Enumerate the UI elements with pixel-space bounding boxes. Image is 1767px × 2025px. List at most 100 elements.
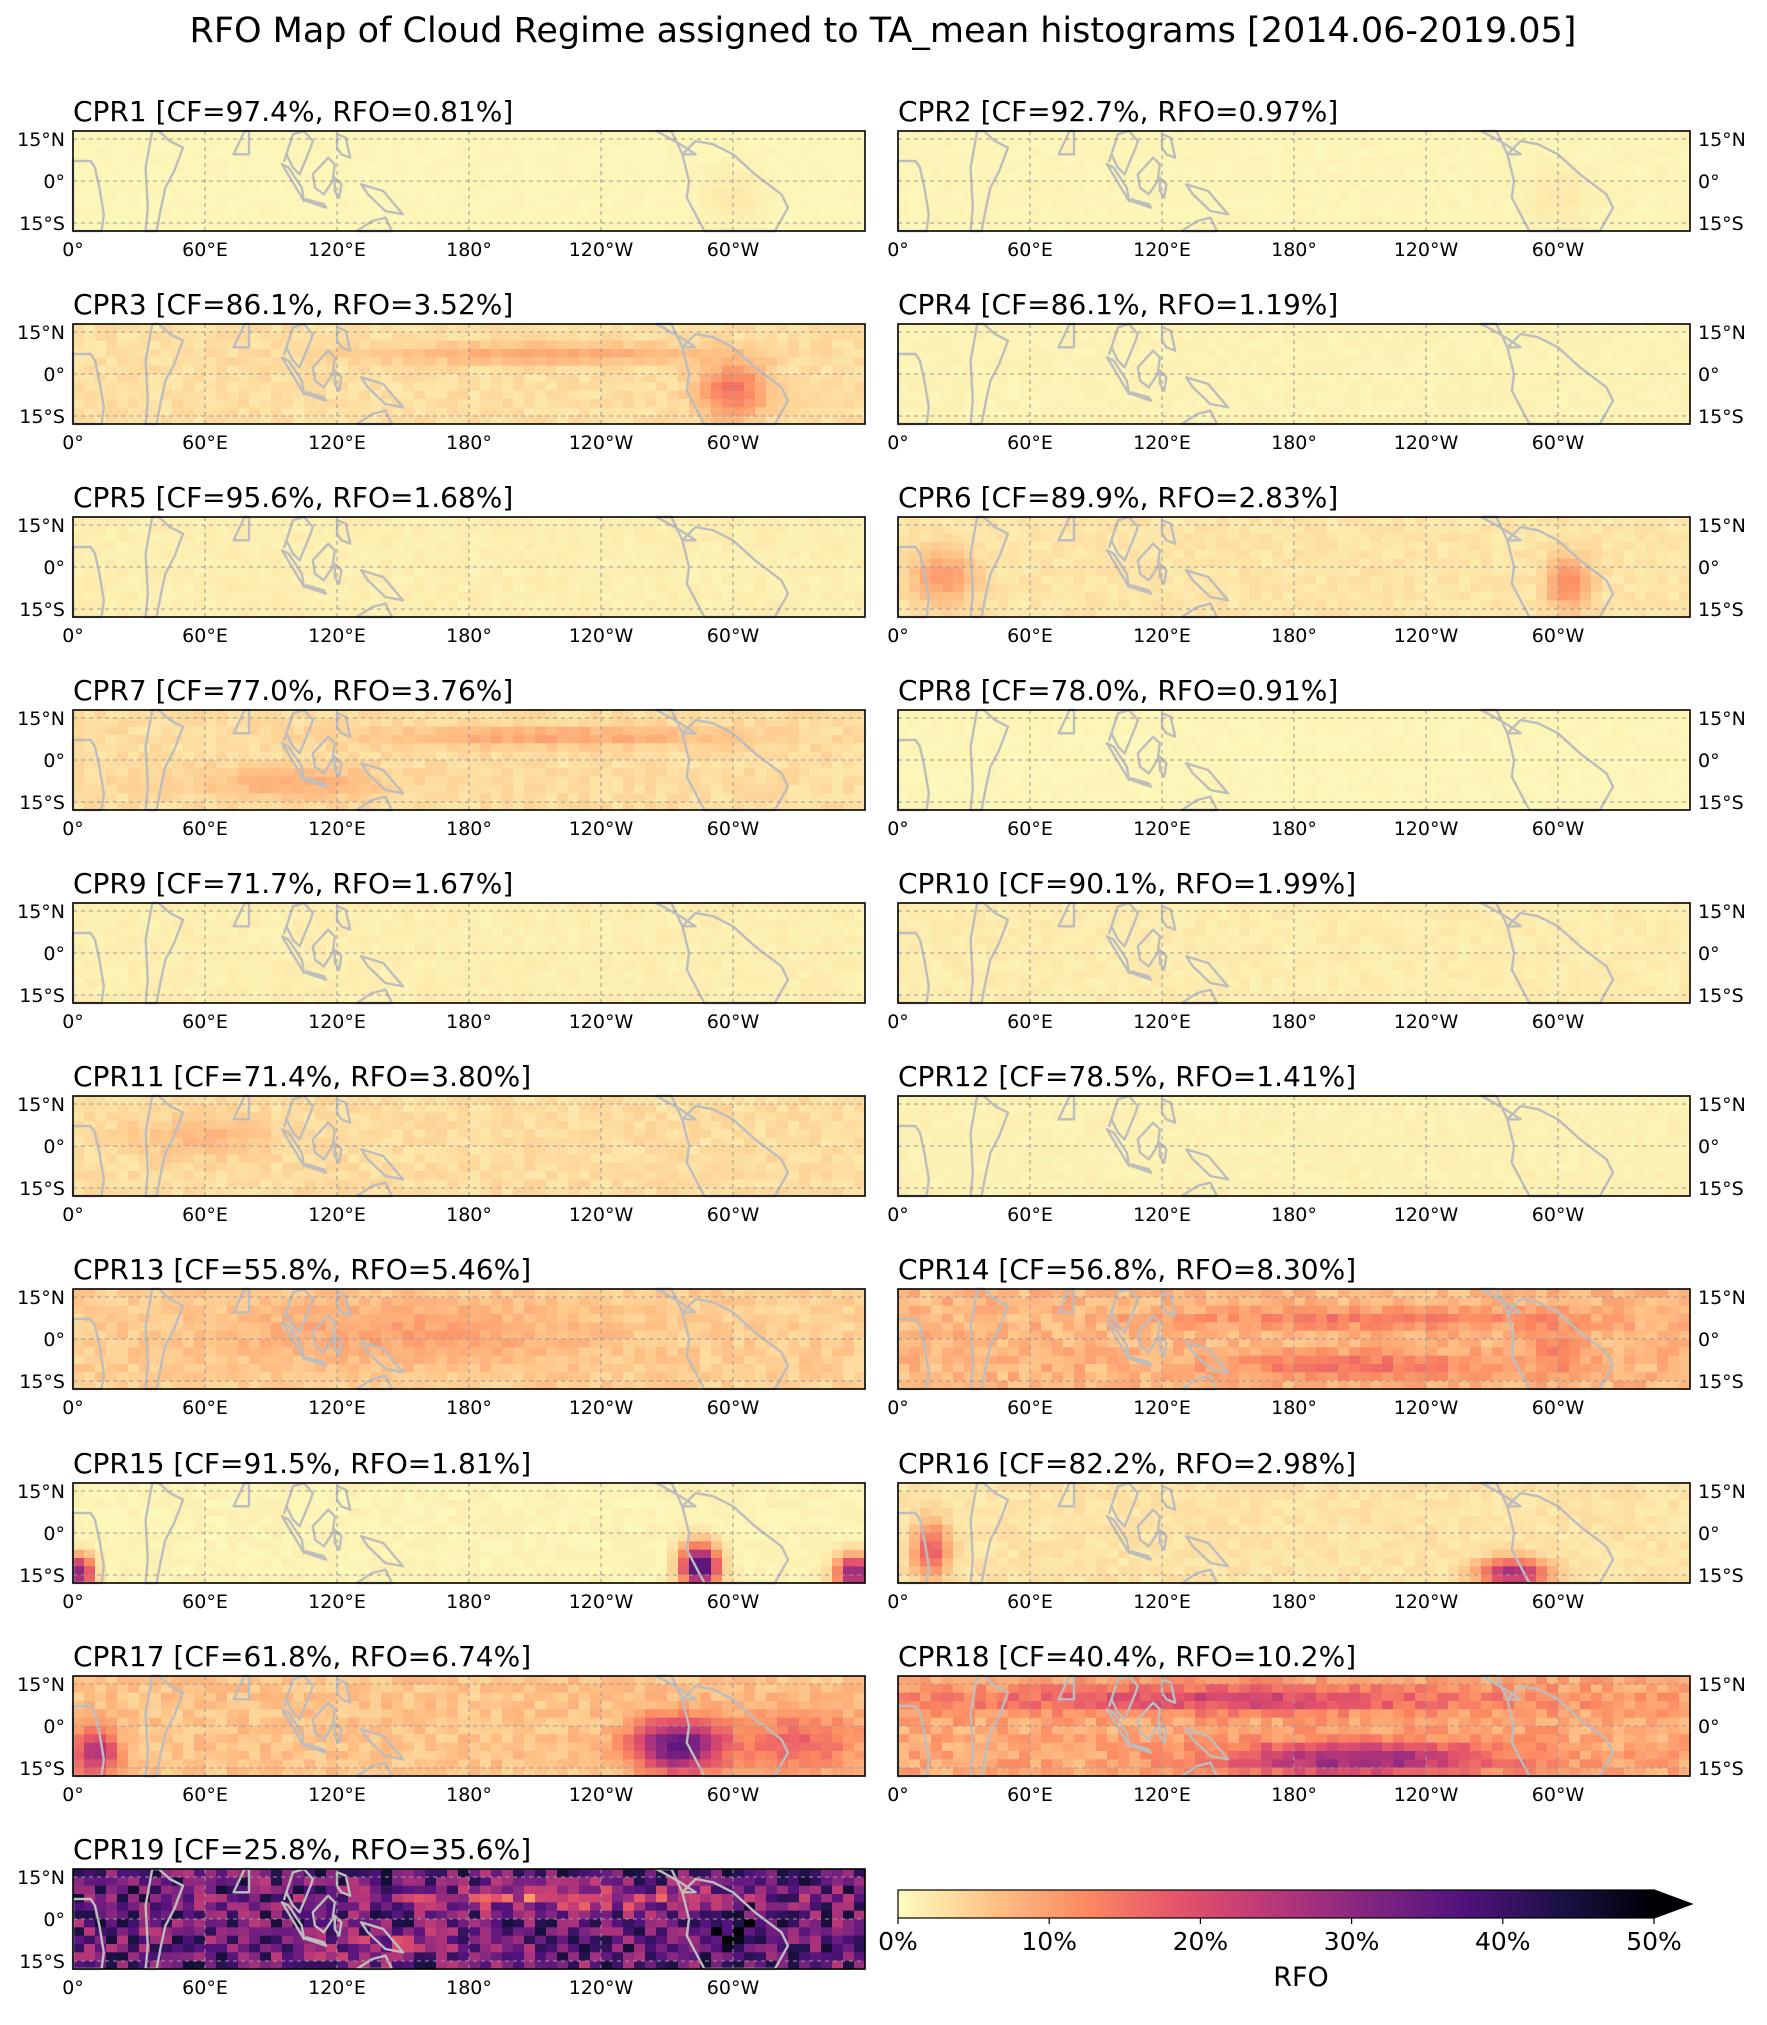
heatmap-cell	[612, 147, 624, 157]
heatmap-cell	[1129, 139, 1141, 149]
heatmap-cell	[348, 164, 360, 174]
heatmap-cell	[1470, 567, 1482, 576]
heatmap-cell	[1129, 382, 1141, 392]
heatmap-cell	[73, 583, 85, 593]
heatmap-cell	[931, 558, 943, 568]
heatmap-cell	[194, 583, 206, 593]
heatmap-cell	[1096, 390, 1108, 400]
heatmap-cell	[1404, 214, 1416, 224]
x-tick-label: 120°W	[1394, 432, 1459, 454]
heatmap-cell	[623, 340, 635, 350]
heatmap-cell	[1503, 172, 1515, 182]
heatmap-cell	[535, 131, 547, 140]
heatmap-cell	[1635, 365, 1647, 375]
heatmap-cell	[1547, 407, 1559, 417]
heatmap-cell	[1393, 374, 1405, 383]
heatmap-cell	[447, 206, 459, 215]
coastline-shape	[1184, 183, 1230, 216]
heatmap-cell	[909, 525, 921, 535]
heatmap-cell	[458, 156, 470, 165]
heatmap-cell	[1272, 374, 1284, 383]
heatmap-cell	[612, 382, 624, 392]
heatmap-cell	[535, 600, 547, 610]
heatmap-cell	[777, 357, 789, 367]
heatmap-cell	[920, 147, 932, 157]
heatmap-cell	[1019, 156, 1031, 165]
heatmap-cell	[1426, 415, 1438, 425]
heatmap-cell	[1437, 357, 1449, 367]
heatmap-cell	[667, 222, 679, 232]
heatmap-cell	[1228, 349, 1240, 358]
heatmap-cell	[843, 172, 855, 182]
heatmap-cell	[1437, 365, 1449, 375]
heatmap-cell	[733, 399, 745, 408]
heatmap-cell	[1041, 340, 1053, 350]
heatmap-cell	[491, 575, 503, 585]
heatmap-cell	[1492, 189, 1504, 199]
heatmap-cell	[73, 550, 85, 560]
heatmap-cell	[1624, 164, 1636, 174]
heatmap-cell	[579, 517, 591, 526]
heatmap-cell	[1591, 399, 1603, 408]
heatmap-cell	[1481, 533, 1493, 543]
heatmap-cell	[1184, 382, 1196, 392]
heatmap-cell	[238, 164, 250, 174]
heatmap-cell	[1602, 324, 1614, 333]
heatmap-cell	[733, 131, 745, 140]
heatmap-cell	[95, 415, 107, 425]
heatmap-cell	[1657, 214, 1669, 224]
heatmap-cell	[1393, 407, 1405, 417]
heatmap-cell	[1525, 533, 1537, 543]
heatmap-cell	[1360, 340, 1372, 350]
heatmap-cell	[95, 340, 107, 350]
heatmap-cell	[535, 214, 547, 224]
heatmap-cell	[1547, 172, 1559, 182]
heatmap-cell	[1448, 172, 1460, 182]
heatmap-cell	[1679, 390, 1691, 400]
heatmap-cell	[1349, 349, 1361, 358]
heatmap-cell	[238, 525, 250, 535]
heatmap-cell	[1107, 139, 1119, 149]
heatmap-cell	[227, 357, 239, 367]
heatmap-cell	[755, 147, 767, 157]
heatmap-cell	[1008, 156, 1020, 165]
x-tick-label: 0°	[62, 625, 84, 647]
heatmap-cell	[1349, 324, 1361, 333]
heatmap-cell	[524, 147, 536, 157]
heatmap-cell	[557, 558, 569, 568]
heatmap-cell	[546, 517, 558, 526]
heatmap-cell	[799, 357, 811, 367]
heatmap-cell	[425, 181, 437, 190]
heatmap-cell	[810, 583, 822, 593]
heatmap-cell	[656, 357, 668, 367]
heatmap-cell	[293, 399, 305, 408]
heatmap-cell	[1030, 525, 1042, 535]
heatmap-cell	[1426, 357, 1438, 367]
y-tick-label: 15°N	[17, 515, 65, 537]
heatmap-cell	[1558, 390, 1570, 400]
heatmap-cell	[403, 181, 415, 190]
heatmap-cell	[381, 525, 393, 535]
heatmap-cell	[1492, 340, 1504, 350]
heatmap-cell	[1580, 390, 1592, 400]
heatmap-cell	[821, 349, 833, 358]
heatmap-cell	[524, 542, 536, 551]
heatmap-cell	[205, 583, 217, 593]
heatmap-cell	[95, 332, 107, 342]
heatmap-cell	[128, 164, 140, 174]
heatmap-cell	[1096, 222, 1108, 232]
heatmap-cell	[1525, 374, 1537, 383]
heatmap-cell	[612, 533, 624, 543]
heatmap-cell	[392, 332, 404, 342]
heatmap-cell	[249, 567, 261, 576]
heatmap-cell	[183, 533, 195, 543]
heatmap-cell	[1228, 357, 1240, 367]
heatmap-cell	[733, 172, 745, 182]
heatmap-cell	[117, 172, 129, 182]
heatmap-cell	[1569, 332, 1581, 342]
heatmap-cell	[1547, 197, 1559, 207]
heatmap-cell	[1382, 197, 1394, 207]
heatmap-cell	[1657, 533, 1669, 543]
heatmap-cell	[678, 517, 690, 526]
heatmap-cell	[513, 172, 525, 182]
